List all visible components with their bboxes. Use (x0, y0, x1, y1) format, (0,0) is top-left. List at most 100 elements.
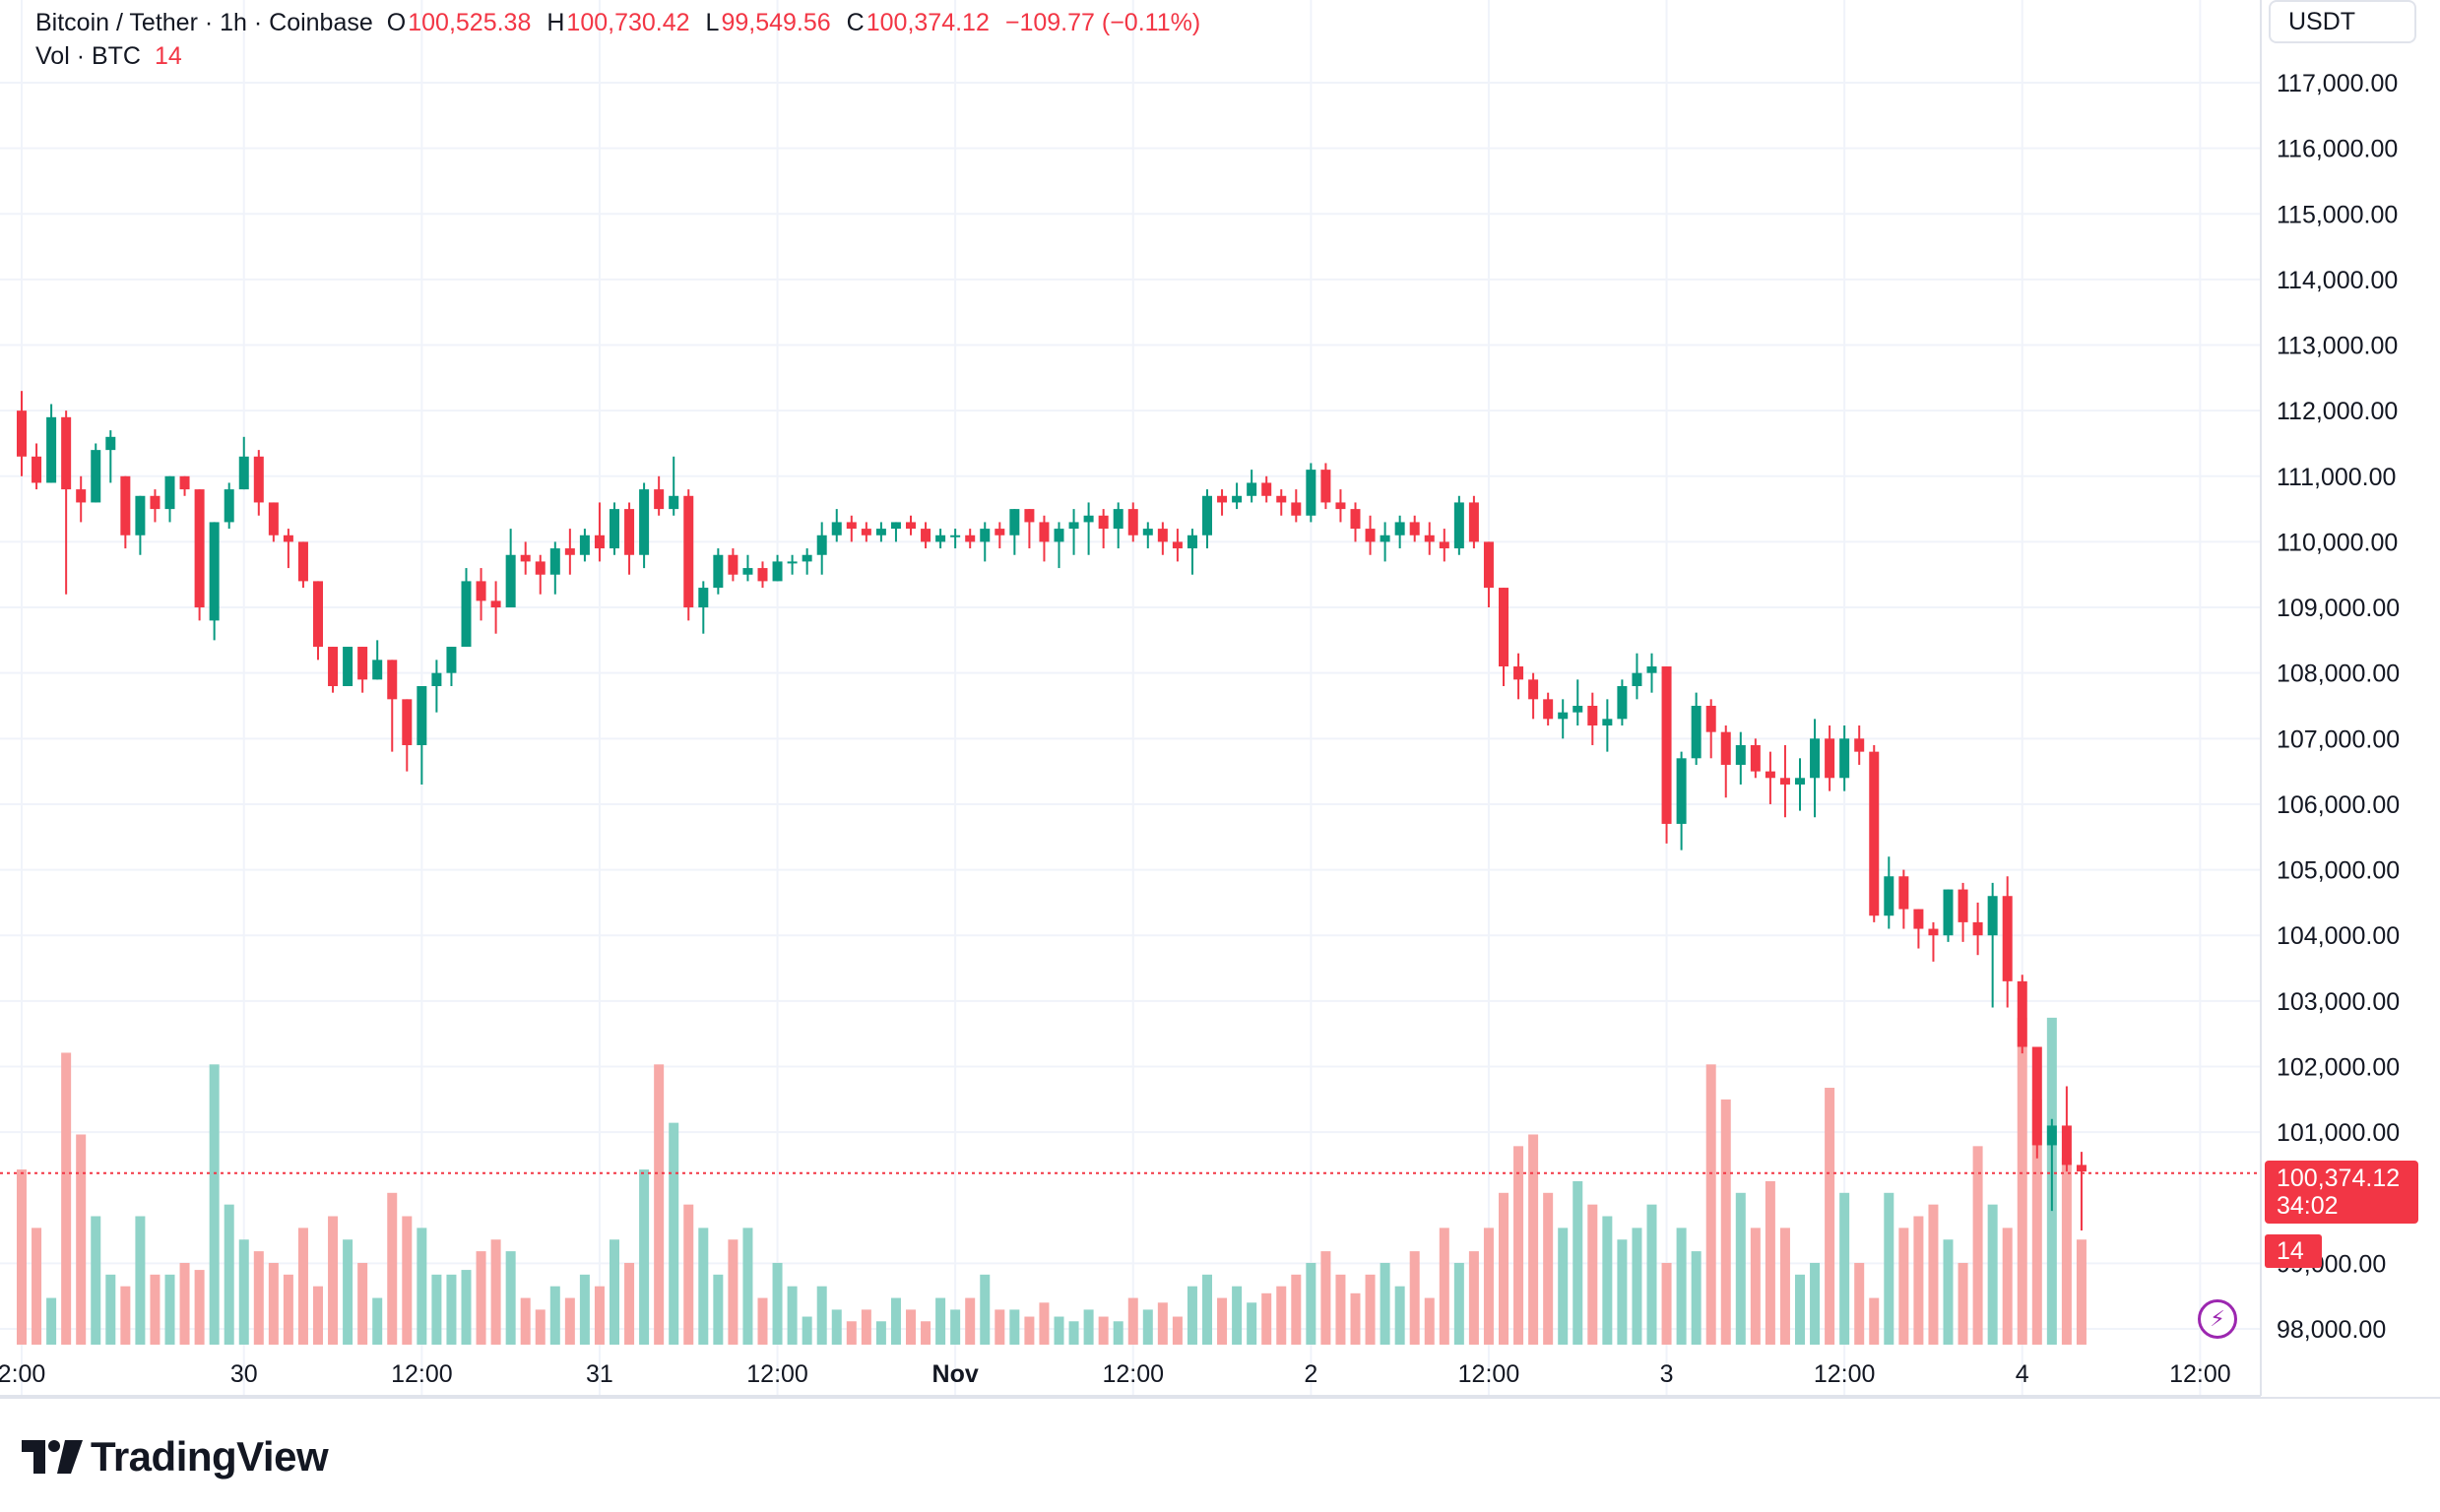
volume-bar (135, 1216, 146, 1345)
lightning-icon[interactable]: ⚡ (2198, 1299, 2237, 1339)
open-label: O (386, 9, 407, 36)
price-tick-label: 110,000.00 (2277, 529, 2398, 556)
volume-bar (564, 1297, 575, 1345)
price-tick-label: 115,000.00 (2277, 201, 2398, 228)
time-tick-label: 31 (586, 1360, 613, 1388)
price-tick-label: 103,000.00 (2277, 988, 2400, 1016)
volume-bar (1543, 1192, 1554, 1345)
candle-body (1039, 522, 1050, 542)
volume-bar (742, 1228, 753, 1345)
volume-bar (505, 1251, 516, 1345)
brand-name: TradingView (91, 1433, 329, 1480)
volume-bar (1453, 1262, 1464, 1345)
symbol-title[interactable]: Bitcoin / Tether · 1h · Coinbase (35, 9, 373, 36)
volume-bar (1291, 1274, 1302, 1345)
volume-bar (1217, 1297, 1228, 1345)
volume-bar (343, 1239, 353, 1345)
volume-bar (224, 1204, 234, 1345)
candle-body (683, 495, 694, 608)
currency-unit-button[interactable]: USDT (2269, 0, 2416, 43)
volume-bar (1750, 1228, 1761, 1345)
volume-bar (1779, 1228, 1790, 1345)
volume-bar (1513, 1146, 1524, 1345)
candle-body (1335, 502, 1346, 510)
volume-bar (2002, 1228, 2013, 1345)
volume-bar (32, 1228, 42, 1345)
price-axis[interactable]: 117,000.00 116,000.00 115,000.00 114,000.00… (2277, 70, 2400, 1344)
candle-body (1009, 509, 1020, 536)
volume-bar (610, 1239, 619, 1345)
candle-body (17, 410, 27, 457)
candle-body (1854, 738, 1865, 752)
volume-bar (91, 1216, 101, 1345)
volume-bar (1068, 1321, 1079, 1345)
price-tick-label: 116,000.00 (2277, 136, 2398, 163)
volume-bar (1928, 1204, 1939, 1345)
volume-bar (283, 1274, 293, 1345)
volume-bar (1839, 1192, 1850, 1345)
volume-bar (1898, 1228, 1909, 1345)
volume-bar (150, 1274, 161, 1345)
last-price-value: 100,374.12 (2277, 1165, 2401, 1192)
candle-body (490, 600, 501, 608)
candle-body (980, 529, 991, 542)
candle-body (1898, 876, 1909, 910)
candle-body (1839, 738, 1850, 779)
volume-bar (1483, 1228, 1494, 1345)
candle-body (1573, 706, 1583, 713)
volume-bar (1439, 1228, 1449, 1345)
candle-body (906, 522, 916, 530)
volume-bar (624, 1262, 635, 1345)
candle-body (135, 495, 146, 536)
volume-bar (490, 1239, 501, 1345)
volume-bar (357, 1262, 368, 1345)
candle-body (624, 509, 635, 555)
candle-body (2031, 1046, 2042, 1146)
candle-body (654, 489, 665, 510)
volume-bar (268, 1262, 279, 1345)
grid-lines (0, 0, 2261, 1396)
time-axis[interactable]: 2:00 30 12:00 31 12:00 Nov 12:00 2 12:00 3 12:00 4 1… (0, 1360, 2231, 1388)
candle-body (1113, 509, 1124, 530)
volume-bar (105, 1274, 116, 1345)
volume-bar (1958, 1262, 1968, 1345)
time-tick-label: 12:00 (746, 1360, 808, 1388)
candle-body (935, 535, 946, 542)
candle-body (1632, 672, 1642, 687)
tradingview-logo[interactable]: TradingView (22, 1432, 329, 1481)
candle-body (1232, 495, 1243, 503)
volume-bar (594, 1286, 605, 1345)
candle-body (875, 529, 886, 536)
volume-bar (1943, 1239, 1954, 1345)
candle-body (1098, 515, 1109, 530)
candle-body (579, 535, 590, 555)
candle-body (46, 416, 57, 483)
candle-body (1705, 706, 1716, 732)
candle-body (1720, 731, 1731, 765)
volume-bar (431, 1274, 442, 1345)
volume-bar (1424, 1297, 1435, 1345)
candle-body (1972, 921, 1983, 936)
volume-bar (1276, 1286, 1287, 1345)
tradingview-logo-icon (22, 1440, 83, 1474)
candle-body (1913, 909, 1924, 929)
candle-body (224, 489, 234, 523)
volume-bar (253, 1251, 264, 1345)
time-tick-label: 4 (2016, 1360, 2029, 1388)
volume-bar (1825, 1088, 1835, 1345)
candle-body (2076, 1165, 2087, 1172)
candle-body (1217, 495, 1228, 503)
volume-bar (2031, 1099, 2042, 1345)
candle-body (91, 450, 101, 503)
volume-bar (297, 1228, 308, 1345)
volume-bar (728, 1239, 738, 1345)
volume-label[interactable]: Vol · BTC (35, 42, 141, 70)
candle-body (757, 568, 768, 582)
volume-legend: Vol · BTC 14 (35, 39, 198, 73)
candle-body (1350, 509, 1361, 530)
candle-body (564, 548, 575, 555)
volume-bar (549, 1286, 560, 1345)
candle-body (1247, 482, 1257, 496)
volume-bar (476, 1251, 486, 1345)
